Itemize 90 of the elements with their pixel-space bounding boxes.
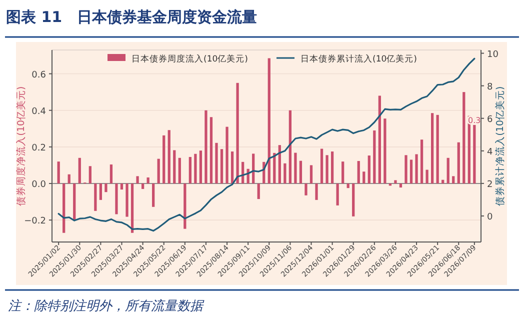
bar: [268, 58, 270, 184]
bar: [94, 183, 97, 211]
bar: [157, 158, 160, 184]
bar: [294, 152, 297, 184]
bar: [162, 135, 166, 184]
bar: [141, 183, 144, 189]
bar: [299, 160, 302, 184]
bar: [373, 130, 376, 184]
y-tick-label: −0.2: [24, 216, 46, 227]
bar: [210, 117, 213, 184]
bar: [326, 155, 328, 184]
bar: [278, 145, 281, 184]
bar: [199, 150, 202, 184]
bar: [415, 154, 418, 184]
bar: [346, 183, 350, 188]
y-tick-label: 0.0: [32, 180, 46, 190]
bar: [378, 96, 381, 184]
bar: [342, 162, 344, 184]
bar: [136, 176, 139, 184]
bar: [188, 156, 192, 184]
bar: [310, 165, 313, 184]
bar: [410, 160, 413, 184]
legend-label: 日本债券累计流入(10亿美元): [300, 54, 417, 64]
bar: [352, 183, 355, 216]
bar: [62, 183, 66, 233]
y-axis-title: 债券周度净流入(10亿美元): [15, 86, 27, 206]
bar: [126, 183, 128, 217]
text: 注：除特别注明外，所有流量数据: [8, 298, 205, 314]
bar: [184, 183, 186, 229]
y-tick-label: 0.4: [32, 106, 46, 117]
bar: [399, 183, 402, 188]
bar: [73, 183, 76, 220]
bar: [220, 149, 224, 184]
bar: [473, 124, 476, 184]
bar: [394, 180, 397, 184]
bar: [446, 158, 450, 184]
y-tick-label: 0.6: [32, 70, 46, 80]
bar: [115, 183, 118, 214]
bar: [420, 140, 424, 184]
bar: [362, 172, 366, 184]
bar: [442, 180, 444, 184]
bar: [404, 155, 408, 184]
y-tick-label: 0.2: [32, 143, 46, 154]
bar: [204, 110, 208, 184]
bar: [178, 158, 181, 184]
bar: [252, 154, 255, 184]
bar: [462, 92, 466, 184]
bar: [452, 176, 455, 184]
bar: [257, 183, 260, 200]
bar: [194, 154, 197, 184]
bar: [284, 163, 286, 184]
bar: [384, 118, 386, 184]
bar: [110, 164, 113, 184]
bar: [336, 183, 339, 206]
chart-title: 图表 11 日本债券基金周度资金流量: [6, 8, 258, 26]
bar: [320, 148, 324, 184]
bar: [236, 82, 239, 184]
bar: [304, 183, 308, 196]
legend-label: 日本债券周度流入(10亿美元): [132, 54, 248, 64]
y2-tick-label: 8: [487, 82, 493, 92]
bar: [88, 166, 92, 184]
bar: [330, 151, 334, 184]
bar: [173, 150, 176, 184]
y2-tick-label: 2: [487, 180, 493, 190]
bar: [68, 174, 70, 184]
bar: [288, 110, 292, 184]
bar: [226, 126, 228, 184]
bar: [99, 183, 102, 200]
bar: [426, 170, 428, 184]
y2-tick-label: 0: [487, 212, 493, 222]
bar: [315, 183, 318, 200]
bar: [57, 162, 60, 184]
bar: [215, 142, 218, 184]
bar: [146, 177, 150, 184]
bar: [457, 142, 460, 184]
bar: [104, 183, 108, 192]
y2-tick-label: 6: [487, 114, 493, 125]
bar: [368, 156, 370, 184]
bar: [357, 160, 360, 184]
y2-tick-label: 4: [487, 147, 493, 158]
y2-axis-title: 债券累计净流入(10亿美元): [494, 86, 506, 206]
bar: [120, 183, 124, 190]
bar: [130, 183, 134, 233]
bar: [168, 130, 170, 184]
bar: [230, 151, 234, 184]
bar: [78, 158, 81, 184]
bar: [436, 114, 439, 184]
bar: [152, 183, 155, 207]
y2-tick-label: 10: [487, 50, 499, 60]
bar: [430, 113, 434, 184]
